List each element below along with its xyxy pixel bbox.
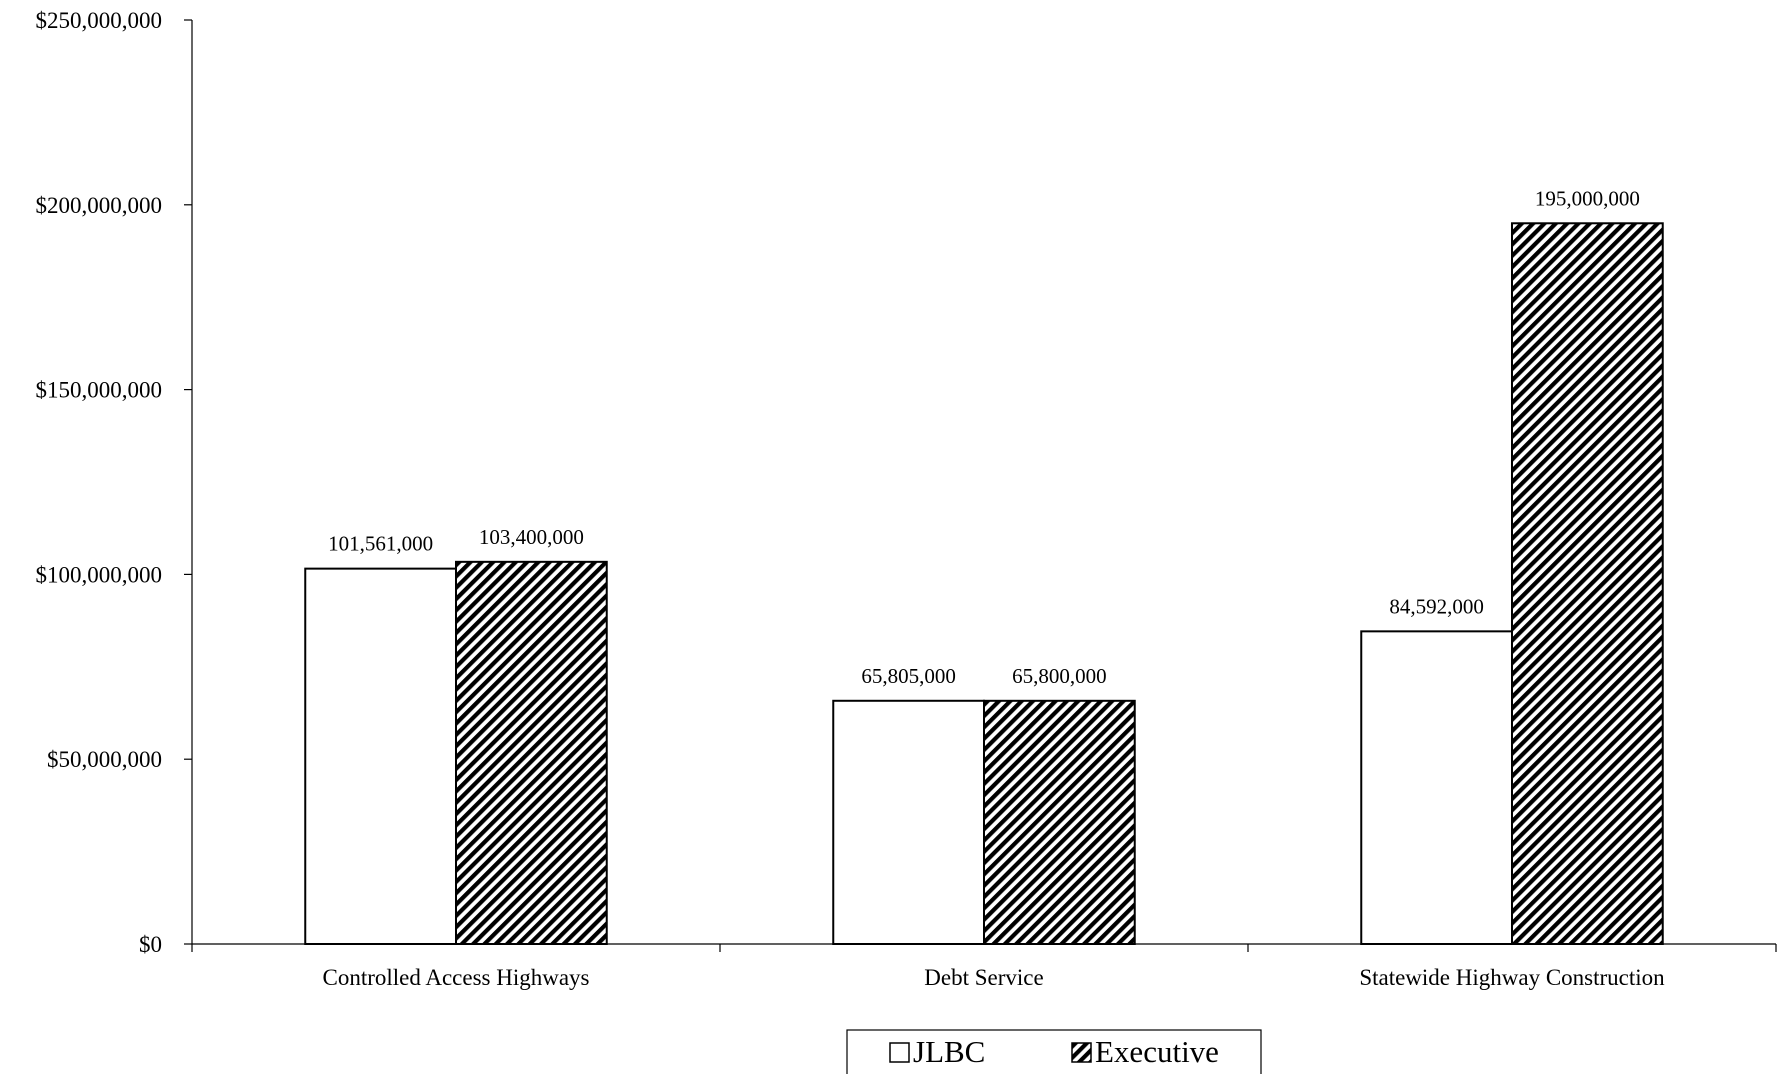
bars-group xyxy=(304,222,1664,946)
data-label-jlbc-0: 101,561,000 xyxy=(328,532,433,556)
bar-jlbc-1 xyxy=(832,699,985,946)
data-label-executive-0: 103,400,000 xyxy=(479,525,584,549)
data-label-executive-1: 65,800,000 xyxy=(1012,664,1107,688)
category-label-0: Controlled Access Highways xyxy=(322,965,589,990)
legend-box xyxy=(846,1029,1262,1079)
bar-executive-1 xyxy=(983,699,1136,946)
data-label-jlbc-2: 84,592,000 xyxy=(1389,594,1484,618)
data-label-executive-2: 195,000,000 xyxy=(1535,186,1640,210)
bar-executive-0 xyxy=(455,560,608,946)
y-tick-label: $250,000,000 xyxy=(36,8,163,33)
labels-group: 101,561,000 103,400,000 Controlled Access … xyxy=(322,186,1665,990)
bar-jlbc-0 xyxy=(304,567,458,945)
y-tick-label: $150,000,000 xyxy=(36,378,163,403)
y-tick-label: $50,000,000 xyxy=(47,747,162,772)
category-label-2: Statewide Highway Construction xyxy=(1359,965,1665,990)
legend-swatch-executive xyxy=(1071,1042,1092,1063)
bar-jlbc-2 xyxy=(1360,630,1513,945)
y-tick-label: $200,000,000 xyxy=(36,193,163,218)
legend: JLBC Executive xyxy=(846,1029,1262,1079)
legend-label-executive: Executive xyxy=(1095,1034,1219,1069)
legend-label-jlbc: JLBC xyxy=(913,1034,985,1069)
data-label-jlbc-1: 65,805,000 xyxy=(861,664,956,688)
y-tick-label: $0 xyxy=(139,932,162,957)
category-label-1: Debt Service xyxy=(924,965,1043,990)
legend-swatch-jlbc xyxy=(889,1042,910,1063)
axes-group: $0 $50,000,000 $100,000,000 $150,000,000 $20… xyxy=(36,8,1777,957)
y-tick-label: $100,000,000 xyxy=(36,562,163,587)
bar-executive-2 xyxy=(1511,222,1664,945)
